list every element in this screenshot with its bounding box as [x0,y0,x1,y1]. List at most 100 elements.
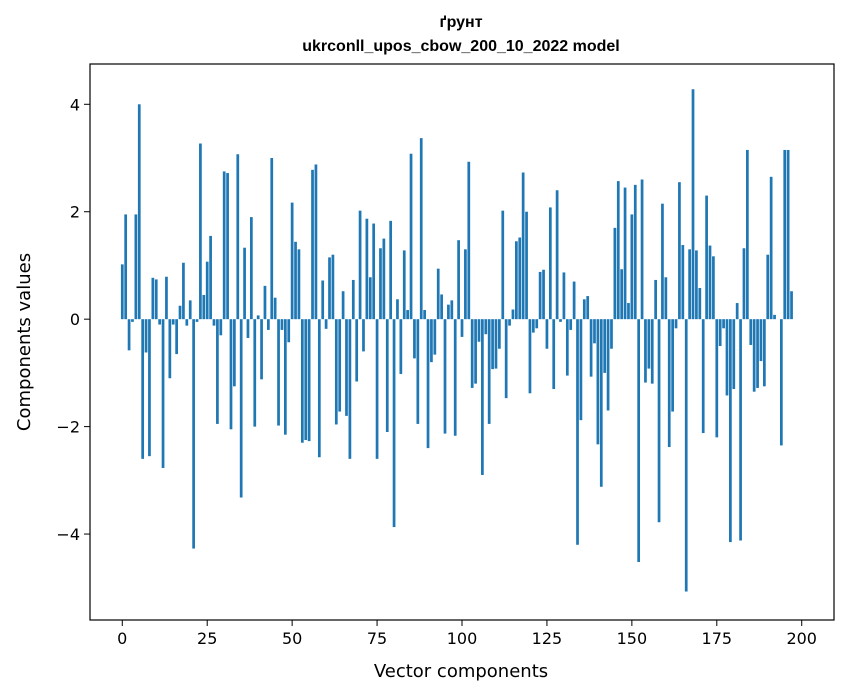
bar [328,257,331,320]
bar [457,240,460,320]
bar [664,277,668,320]
bar [216,319,219,424]
bar [283,319,287,435]
bar [168,319,172,379]
bar [314,164,318,320]
bar [576,319,579,545]
x-tick-label: 75 [367,629,387,648]
bar [368,277,372,320]
bar [589,319,593,377]
bar [307,319,311,442]
bar [521,172,525,320]
bar [735,303,739,320]
bar [749,319,753,345]
bar [243,247,246,320]
bar [256,315,260,320]
bar [151,277,155,320]
bar [341,291,345,320]
bar [701,319,705,434]
bar [134,214,138,320]
bar [372,223,376,320]
bar [525,211,528,320]
bar [545,319,549,349]
bar [763,319,766,387]
bar [321,280,325,320]
bar [531,319,535,333]
bar [474,319,477,384]
bar [195,319,199,322]
bar [362,319,365,352]
bar [562,272,566,320]
bar [239,319,243,498]
bar [297,249,301,320]
bar [616,181,620,320]
bar [681,245,685,320]
bar [783,149,787,320]
bar [409,153,413,320]
bar [246,319,250,338]
bar [515,241,518,320]
bar [334,319,338,425]
bar [725,319,729,396]
bar [606,319,610,411]
bar [385,319,389,432]
bar [141,319,145,459]
x-tick-label: 0 [117,629,127,648]
bar [494,319,498,369]
bar [773,314,776,320]
bar [413,319,416,359]
bar [440,294,443,320]
bar [464,249,467,320]
bar [436,268,440,320]
bar [593,319,596,344]
bar [355,319,359,382]
bar [674,319,678,329]
bar [311,169,314,320]
bar [229,319,233,430]
bar [647,319,651,369]
bar [433,319,437,355]
x-tick-label: 50 [282,629,302,648]
bar [569,319,573,330]
bar [270,158,274,320]
bar [518,237,522,320]
bar [120,264,124,320]
bar [137,104,141,320]
bar [402,250,406,320]
y-tick-label: −2 [56,418,80,437]
bar [161,319,165,468]
bar [192,319,195,549]
bar [565,319,569,376]
bar [188,300,192,320]
bar [752,319,756,392]
bar [684,319,688,592]
y-tick-label: −4 [56,525,80,544]
bar [185,319,189,326]
bar [657,319,661,523]
y-axis-label: Components values [14,253,35,431]
y-tick-label: 2 [70,203,80,222]
bar [528,319,532,394]
bar [484,319,488,335]
bar [535,319,539,329]
bar [250,217,253,320]
bar [443,319,447,434]
bar [331,254,335,320]
bar [487,319,491,424]
chart-subtitle: ukrconll_upos_cbow_200_10_2022 model [302,38,619,55]
bar [579,319,583,421]
bar [253,319,257,427]
bar [790,291,793,320]
bar [467,161,471,320]
bar [426,319,430,449]
bar [603,319,607,373]
bar [392,319,396,528]
bar [698,288,702,320]
bar [718,319,722,347]
bar [236,154,240,320]
bar [209,235,212,320]
x-tick-label: 25 [197,629,217,648]
bar [786,149,790,320]
bar [623,187,627,320]
bar [345,319,348,416]
